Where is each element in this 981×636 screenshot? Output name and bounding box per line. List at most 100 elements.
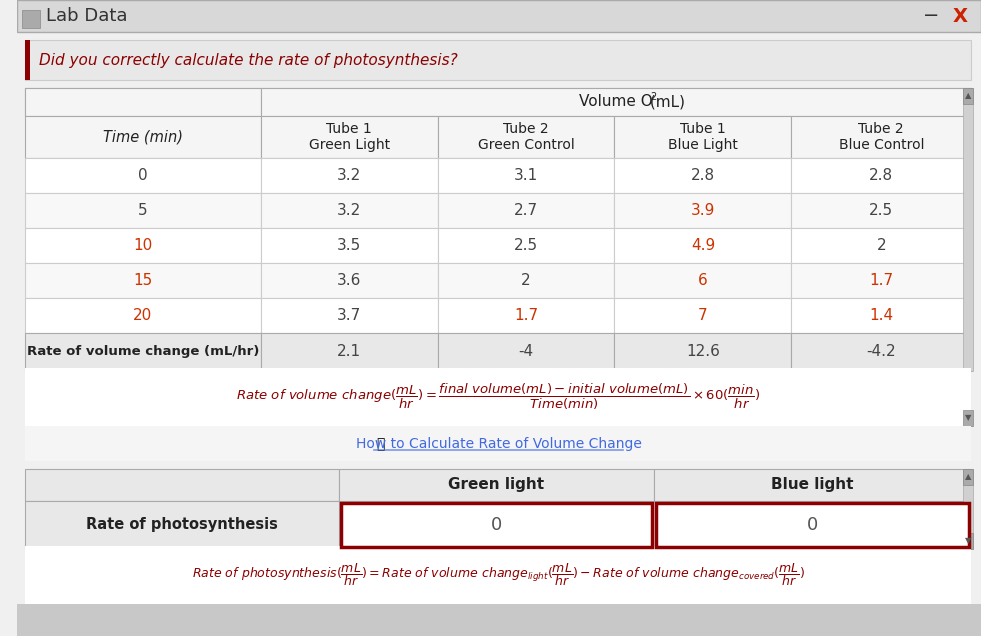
Bar [261, 228, 438, 263]
Text: 15: 15 [133, 273, 152, 288]
Text: (mL): (mL) [645, 95, 685, 109]
Text: 3.6: 3.6 [336, 273, 361, 288]
Bar [22, 10, 39, 28]
Text: 3.7: 3.7 [337, 308, 361, 323]
Bar [438, 263, 614, 298]
Bar [792, 263, 971, 298]
Text: 2: 2 [876, 238, 886, 253]
Text: 20: 20 [133, 308, 152, 323]
Bar [261, 193, 438, 228]
Bar [261, 116, 438, 158]
Text: ▼: ▼ [965, 413, 971, 422]
Text: Blue light: Blue light [771, 478, 853, 492]
Bar [25, 88, 971, 116]
Text: -4: -4 [518, 345, 534, 359]
Text: Tube 2: Tube 2 [858, 122, 904, 136]
Bar [339, 469, 653, 501]
Bar [792, 228, 971, 263]
Bar [963, 469, 973, 549]
Bar [17, 604, 981, 636]
Bar [653, 469, 971, 501]
Bar [963, 410, 973, 426]
Text: 12.6: 12.6 [686, 345, 720, 359]
Bar [614, 193, 792, 228]
Text: Tube 1: Tube 1 [680, 122, 726, 136]
Text: 6: 6 [698, 273, 707, 288]
Bar [792, 116, 971, 158]
Text: 2.5: 2.5 [869, 203, 894, 218]
Text: 2.5: 2.5 [514, 238, 539, 253]
Bar [25, 116, 261, 158]
Text: Blue Light: Blue Light [668, 138, 738, 152]
Text: 1.7: 1.7 [869, 273, 894, 288]
Text: Tube 2: Tube 2 [503, 122, 548, 136]
Bar [261, 158, 438, 193]
Bar [963, 88, 973, 371]
Text: Tube 1: Tube 1 [327, 122, 372, 136]
Text: 3.2: 3.2 [337, 203, 361, 218]
Bar [25, 263, 261, 298]
Bar [614, 298, 792, 333]
Bar [261, 263, 438, 298]
Text: ▼: ▼ [965, 537, 971, 546]
Text: $\mathit{Rate\ of\ volume\ change}(\dfrac{mL}{hr}) = \dfrac{\mathit{final\ volum: $\mathit{Rate\ of\ volume\ change}(\dfra… [236, 382, 761, 412]
Bar [25, 333, 261, 371]
Text: 2: 2 [521, 273, 531, 288]
Text: 1.7: 1.7 [514, 308, 539, 323]
Bar [963, 88, 973, 104]
Bar [438, 298, 614, 333]
Bar [438, 116, 614, 158]
Text: Rate of volume change (mL/hr): Rate of volume change (mL/hr) [26, 345, 259, 359]
Text: 2.1: 2.1 [337, 345, 361, 359]
Text: ▲: ▲ [965, 473, 971, 481]
Text: 0: 0 [806, 516, 818, 534]
Text: 1.4: 1.4 [869, 308, 894, 323]
Bar [438, 228, 614, 263]
Text: 4.9: 4.9 [691, 238, 715, 253]
Bar [614, 228, 792, 263]
Bar [25, 40, 971, 80]
Bar [25, 40, 29, 80]
Text: Lab Data: Lab Data [46, 7, 128, 25]
Bar [25, 501, 339, 549]
Text: 0: 0 [490, 516, 502, 534]
Bar [614, 116, 792, 158]
Text: Time (min): Time (min) [103, 130, 182, 144]
Text: X: X [953, 6, 968, 25]
Bar [438, 158, 614, 193]
Text: 🏷: 🏷 [377, 437, 385, 451]
Text: Green light: Green light [448, 478, 544, 492]
Bar [25, 193, 261, 228]
Bar [963, 533, 973, 549]
Text: -4.2: -4.2 [866, 345, 896, 359]
Bar [25, 546, 971, 604]
Bar [25, 158, 261, 193]
Bar [614, 333, 792, 371]
Text: 2: 2 [650, 92, 656, 102]
Text: Volume O: Volume O [579, 95, 652, 109]
Bar [25, 469, 339, 501]
Bar [792, 193, 971, 228]
Bar [25, 88, 261, 116]
Text: 2.7: 2.7 [514, 203, 539, 218]
Bar [792, 333, 971, 371]
Bar [261, 298, 438, 333]
Text: 3.5: 3.5 [337, 238, 361, 253]
Bar [614, 263, 792, 298]
Text: 2.8: 2.8 [691, 168, 715, 183]
Bar [25, 368, 971, 426]
Text: Green Light: Green Light [309, 138, 389, 152]
Bar [261, 333, 438, 371]
Text: 3.1: 3.1 [514, 168, 539, 183]
Bar [438, 333, 614, 371]
Bar [25, 228, 261, 263]
Bar [25, 298, 261, 333]
Text: Rate of photosynthesis: Rate of photosynthesis [86, 518, 278, 532]
Bar [438, 193, 614, 228]
Bar [25, 426, 971, 461]
Text: $\mathit{Rate\ of\ photosynthesis}(\dfrac{mL}{hr}) = \mathit{Rate\ of\ volume\ c: $\mathit{Rate\ of\ photosynthesis}(\dfra… [192, 562, 805, 588]
Bar [655, 503, 969, 547]
Bar [341, 503, 651, 547]
Text: 2.8: 2.8 [869, 168, 894, 183]
Text: 7: 7 [698, 308, 707, 323]
